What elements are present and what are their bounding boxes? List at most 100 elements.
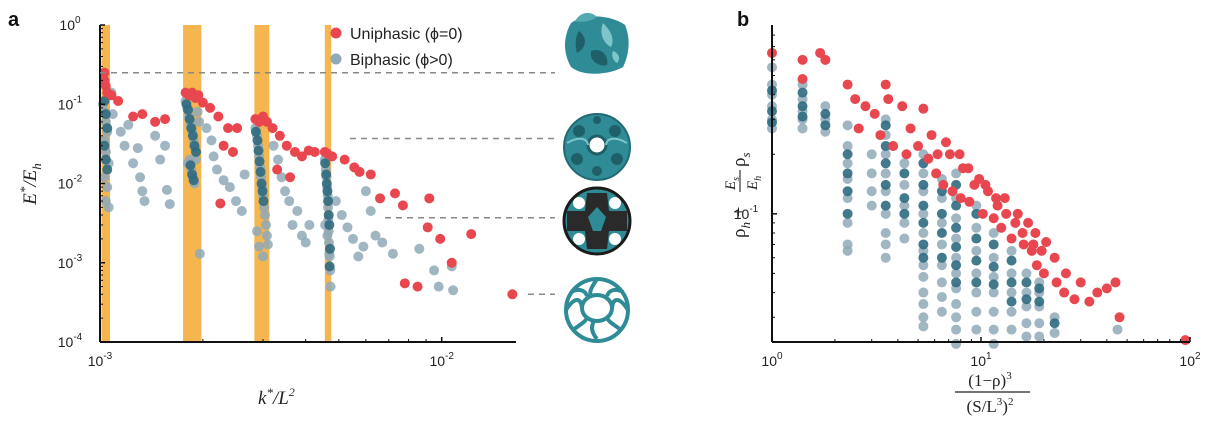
uniphasic-point <box>309 146 320 157</box>
biphasic-point <box>115 126 126 137</box>
biphasic-point <box>325 281 336 292</box>
biphasic-point <box>280 186 291 197</box>
biphasic-point-dense <box>252 135 263 146</box>
biphasic-point-dense <box>842 168 853 179</box>
uniphasic-point <box>1026 245 1037 256</box>
biphasic-point <box>230 196 241 207</box>
biphasic-point <box>918 299 929 310</box>
biphasic-point-dense <box>100 109 111 120</box>
biphasic-point-dense <box>880 120 891 131</box>
biphasic-point <box>360 186 371 197</box>
biphasic-point <box>880 227 891 238</box>
uniphasic-point <box>422 222 433 233</box>
biphasic-point <box>1006 268 1017 279</box>
biphasic-point <box>1006 324 1017 335</box>
biphasic-point-dense <box>184 114 195 125</box>
tick-labels-a: 100 10-1 10-2 10-3 10-4 10-3 10-2 <box>58 15 455 369</box>
biphasic-point <box>918 227 929 238</box>
biphasic-point-dense <box>1021 277 1032 288</box>
uniphasic-point <box>964 196 975 207</box>
uniphasic-point <box>1031 260 1042 271</box>
biphasic-point-dense <box>324 261 335 272</box>
biphasic-point <box>951 312 962 323</box>
uniphasic-point <box>955 193 966 204</box>
uniphasic-point <box>365 169 376 180</box>
y-tick-label-a: 10-2 <box>58 174 83 192</box>
uniphasic-point <box>1010 217 1021 228</box>
biphasic-point <box>212 164 223 175</box>
biphasic-point <box>365 205 376 216</box>
biphasic-point <box>936 239 947 250</box>
uniphasic-point <box>954 149 965 160</box>
uniphasic-point <box>860 101 871 112</box>
biphasic-point <box>119 140 130 151</box>
uniphasic-point <box>339 154 350 165</box>
biphasic-point-dense <box>899 208 910 219</box>
uniphasic-point <box>1018 239 1029 250</box>
y-tick-label-a: 10-1 <box>58 94 83 112</box>
biphasic-point-dense <box>971 233 982 244</box>
biphasic-point-dense <box>951 200 962 211</box>
biphasic-point <box>224 182 235 193</box>
biphasic-point <box>414 243 425 254</box>
biphasic-point-dense <box>951 222 962 233</box>
biphasic-point <box>260 219 271 230</box>
biphasic-point-dense <box>256 178 267 189</box>
biphasic-point <box>918 321 929 332</box>
uniphasic-point <box>931 168 942 179</box>
biphasic-point-dense <box>918 239 929 250</box>
biphasic-point-dense <box>899 168 910 179</box>
uniphasic-point <box>1012 208 1023 219</box>
biphasic-point-dense <box>185 160 196 171</box>
biphasic-point <box>842 245 853 256</box>
biphasic-point-dense <box>183 104 194 115</box>
uniphasic-point <box>267 123 278 134</box>
biphasic-point <box>842 193 853 204</box>
tick-labels-b: 10-1 100 101 102 <box>734 34 1201 369</box>
biphasic-point <box>866 149 877 160</box>
biphasic-point <box>194 248 205 259</box>
uniphasic-point <box>205 102 216 113</box>
biphasic-point <box>259 210 270 221</box>
biphasic-point <box>918 287 929 298</box>
uniphasic-point <box>507 289 518 300</box>
biphasic-point-dense <box>1034 296 1045 307</box>
biphasic-point-dense <box>254 156 265 167</box>
uniphasic-point <box>988 213 999 224</box>
biphasic-point <box>358 241 369 252</box>
y-tick-label-b: 10-1 <box>734 204 759 222</box>
uniphasic-point <box>1038 268 1049 279</box>
uniphasic-point <box>281 140 292 151</box>
biphasic-point <box>132 143 143 154</box>
uniphasic-point <box>875 130 886 141</box>
biphasic-point-dense <box>258 196 269 207</box>
biphasic-point <box>842 141 853 152</box>
biphasic-point <box>258 251 269 262</box>
biphasic-point <box>866 200 877 211</box>
biphasic-point <box>880 252 891 263</box>
uniphasic-point <box>1001 208 1012 219</box>
biphasic-point <box>276 172 287 183</box>
structure-illustrations <box>562 12 632 343</box>
x-tick-label-a: 10-2 <box>429 351 454 369</box>
uniphasic-point <box>412 281 423 292</box>
biphasic-point <box>254 241 265 252</box>
biphasic-point <box>936 260 947 271</box>
uniphasic-point <box>883 94 894 105</box>
biphasic-point <box>137 186 148 197</box>
uniphasic-point <box>842 79 853 90</box>
biphasic-point-dense <box>936 227 947 238</box>
biphasic-point <box>988 324 999 335</box>
biphasic-point <box>866 168 877 179</box>
biphasic-point <box>135 172 146 183</box>
biphasic-point <box>268 140 279 151</box>
biphasic-point <box>347 233 358 244</box>
biphasic-point <box>206 135 217 146</box>
uniphasic-point <box>399 278 410 289</box>
biphasic-point <box>261 230 272 241</box>
biphasic-point <box>1021 268 1032 279</box>
uniphasic-point <box>223 123 234 134</box>
biphasic-point <box>336 210 347 221</box>
biphasic-point <box>918 260 929 271</box>
